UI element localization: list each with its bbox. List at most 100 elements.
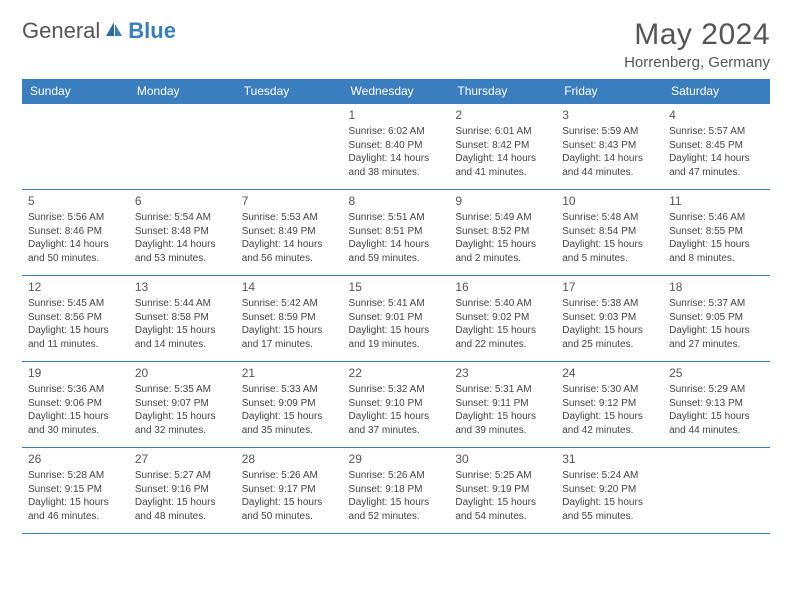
calendar-cell: 30 Sunrise: 5:25 AMSunset: 9:19 PMDayligh…: [449, 448, 556, 534]
day-info: Sunrise: 5:51 AMSunset: 8:51 PMDaylight:…: [349, 211, 444, 265]
day-number: 16: [455, 279, 550, 295]
header: General Blue May 2024 Horrenberg, German…: [22, 18, 770, 71]
day-info: Sunrise: 5:30 AMSunset: 9:12 PMDaylight:…: [562, 383, 657, 437]
day-number: 3: [562, 107, 657, 123]
calendar-body: 1 Sunrise: 6:02 AMSunset: 8:40 PMDaylight…: [22, 104, 770, 534]
day-info: Sunrise: 5:29 AMSunset: 9:13 PMDaylight:…: [669, 383, 764, 437]
day-info: Sunrise: 5:25 AMSunset: 9:19 PMDaylight:…: [455, 469, 550, 523]
day-number: 29: [349, 451, 444, 467]
calendar-cell: 31 Sunrise: 5:24 AMSunset: 9:20 PMDayligh…: [556, 448, 663, 534]
day-info: Sunrise: 5:41 AMSunset: 9:01 PMDaylight:…: [349, 297, 444, 351]
day-number: 13: [135, 279, 230, 295]
weekday-header: Sunday: [22, 79, 129, 104]
day-info: Sunrise: 5:38 AMSunset: 9:03 PMDaylight:…: [562, 297, 657, 351]
calendar-cell: [663, 448, 770, 534]
calendar-cell: 14Sunrise: 5:42 AMSunset: 8:59 PMDayligh…: [236, 276, 343, 362]
day-number: 1: [349, 107, 444, 123]
location: Horrenberg, Germany: [624, 54, 770, 71]
day-info: Sunrise: 5:57 AMSunset: 8:45 PMDaylight:…: [669, 125, 764, 179]
day-number: 19: [28, 365, 123, 381]
day-info: Sunrise: 5:37 AMSunset: 9:05 PMDaylight:…: [669, 297, 764, 351]
calendar-cell: 12 Sunrise: 5:45 AMSunset: 8:56 PMDayligh…: [22, 276, 129, 362]
day-number: 9: [455, 193, 550, 209]
calendar-cell: 25 Sunrise: 5:29 AMSunset: 9:13 PMDayligh…: [663, 362, 770, 448]
day-number: 18: [669, 279, 764, 295]
calendar-cell: 13 Sunrise: 5:44 AMSunset: 8:58 PMDayligh…: [129, 276, 236, 362]
calendar-cell: [22, 104, 129, 190]
calendar-cell: 24 Sunrise: 5:30 AMSunset: 9:12 PMDayligh…: [556, 362, 663, 448]
day-info: Sunrise: 5:49 AMSunset: 8:52 PMDaylight:…: [455, 211, 550, 265]
day-number: 27: [135, 451, 230, 467]
calendar-cell: 5Sunrise: 5:56 AMSunset: 8:46 PMDaylight…: [22, 190, 129, 276]
day-info: Sunrise: 5:54 AMSunset: 8:48 PMDaylight:…: [135, 211, 230, 265]
day-number: 8: [349, 193, 444, 209]
calendar-cell: 18 Sunrise: 5:37 AMSunset: 9:05 PMDayligh…: [663, 276, 770, 362]
brand-word2: Blue: [128, 18, 176, 44]
day-info: Sunrise: 5:24 AMSunset: 9:20 PMDaylight:…: [562, 469, 657, 523]
brand-logo: General Blue: [22, 18, 176, 44]
calendar-table: SundayMondayTuesdayWednesdayThursdayFrid…: [22, 79, 770, 534]
day-number: 10: [562, 193, 657, 209]
day-info: Sunrise: 5:59 AMSunset: 8:43 PMDaylight:…: [562, 125, 657, 179]
weekday-header: Monday: [129, 79, 236, 104]
day-number: 4: [669, 107, 764, 123]
calendar-cell: 6Sunrise: 5:54 AMSunset: 8:48 PMDaylight…: [129, 190, 236, 276]
calendar-cell: 17Sunrise: 5:38 AMSunset: 9:03 PMDayligh…: [556, 276, 663, 362]
weekday-header: Saturday: [663, 79, 770, 104]
day-info: Sunrise: 5:28 AMSunset: 9:15 PMDaylight:…: [28, 469, 123, 523]
day-info: Sunrise: 5:45 AMSunset: 8:56 PMDaylight:…: [28, 297, 123, 351]
day-number: 30: [455, 451, 550, 467]
day-info: Sunrise: 5:35 AMSunset: 9:07 PMDaylight:…: [135, 383, 230, 437]
calendar-cell: 19 Sunrise: 5:36 AMSunset: 9:06 PMDayligh…: [22, 362, 129, 448]
calendar-cell: 15Sunrise: 5:41 AMSunset: 9:01 PMDayligh…: [343, 276, 450, 362]
calendar-head: SundayMondayTuesdayWednesdayThursdayFrid…: [22, 79, 770, 104]
day-info: Sunrise: 5:36 AMSunset: 9:06 PMDaylight:…: [28, 383, 123, 437]
day-info: Sunrise: 5:40 AMSunset: 9:02 PMDaylight:…: [455, 297, 550, 351]
calendar-cell: [236, 104, 343, 190]
day-number: 24: [562, 365, 657, 381]
day-number: 21: [242, 365, 337, 381]
calendar-cell: 23 Sunrise: 5:31 AMSunset: 9:11 PMDayligh…: [449, 362, 556, 448]
weekday-header: Tuesday: [236, 79, 343, 104]
calendar-cell: 1 Sunrise: 6:02 AMSunset: 8:40 PMDaylight…: [343, 104, 450, 190]
day-number: 25: [669, 365, 764, 381]
day-info: Sunrise: 5:53 AMSunset: 8:49 PMDaylight:…: [242, 211, 337, 265]
day-info: Sunrise: 5:31 AMSunset: 9:11 PMDaylight:…: [455, 383, 550, 437]
calendar-cell: 16 Sunrise: 5:40 AMSunset: 9:02 PMDayligh…: [449, 276, 556, 362]
day-number: 12: [28, 279, 123, 295]
day-number: 11: [669, 193, 764, 209]
weekday-header: Wednesday: [343, 79, 450, 104]
day-info: Sunrise: 5:46 AMSunset: 8:55 PMDaylight:…: [669, 211, 764, 265]
title-block: May 2024 Horrenberg, Germany: [624, 18, 770, 71]
calendar-cell: 7Sunrise: 5:53 AMSunset: 8:49 PMDaylight…: [236, 190, 343, 276]
day-number: 26: [28, 451, 123, 467]
calendar-cell: 26 Sunrise: 5:28 AMSunset: 9:15 PMDayligh…: [22, 448, 129, 534]
day-info: Sunrise: 5:56 AMSunset: 8:46 PMDaylight:…: [28, 211, 123, 265]
weekday-header: Friday: [556, 79, 663, 104]
calendar-cell: 11 Sunrise: 5:46 AMSunset: 8:55 PMDayligh…: [663, 190, 770, 276]
day-info: Sunrise: 5:27 AMSunset: 9:16 PMDaylight:…: [135, 469, 230, 523]
day-number: 2: [455, 107, 550, 123]
day-number: 28: [242, 451, 337, 467]
calendar-cell: 10Sunrise: 5:48 AMSunset: 8:54 PMDayligh…: [556, 190, 663, 276]
calendar-cell: 9 Sunrise: 5:49 AMSunset: 8:52 PMDaylight…: [449, 190, 556, 276]
day-number: 20: [135, 365, 230, 381]
calendar-cell: 20 Sunrise: 5:35 AMSunset: 9:07 PMDayligh…: [129, 362, 236, 448]
calendar-cell: 29Sunrise: 5:26 AMSunset: 9:18 PMDayligh…: [343, 448, 450, 534]
calendar-cell: [129, 104, 236, 190]
day-info: Sunrise: 6:01 AMSunset: 8:42 PMDaylight:…: [455, 125, 550, 179]
calendar-cell: 4 Sunrise: 5:57 AMSunset: 8:45 PMDaylight…: [663, 104, 770, 190]
day-number: 23: [455, 365, 550, 381]
weekday-header: Thursday: [449, 79, 556, 104]
day-number: 31: [562, 451, 657, 467]
day-info: Sunrise: 5:26 AMSunset: 9:17 PMDaylight:…: [242, 469, 337, 523]
day-info: Sunrise: 5:32 AMSunset: 9:10 PMDaylight:…: [349, 383, 444, 437]
sail-icon: [104, 20, 124, 43]
day-info: Sunrise: 6:02 AMSunset: 8:40 PMDaylight:…: [349, 125, 444, 179]
day-info: Sunrise: 5:44 AMSunset: 8:58 PMDaylight:…: [135, 297, 230, 351]
calendar-cell: 22Sunrise: 5:32 AMSunset: 9:10 PMDayligh…: [343, 362, 450, 448]
calendar-cell: 28 Sunrise: 5:26 AMSunset: 9:17 PMDayligh…: [236, 448, 343, 534]
day-info: Sunrise: 5:33 AMSunset: 9:09 PMDaylight:…: [242, 383, 337, 437]
calendar-cell: 2 Sunrise: 6:01 AMSunset: 8:42 PMDaylight…: [449, 104, 556, 190]
calendar-cell: 21 Sunrise: 5:33 AMSunset: 9:09 PMDayligh…: [236, 362, 343, 448]
